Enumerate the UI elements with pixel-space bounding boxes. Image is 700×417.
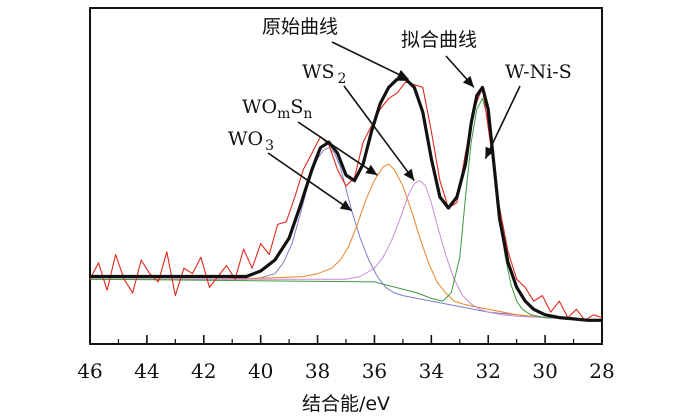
label-fitted-curve: 拟合曲线	[401, 29, 477, 51]
x-tick-label: 44	[134, 359, 159, 383]
x-tick-label: 40	[248, 359, 273, 383]
label-raw-curve: 原始曲线	[262, 16, 338, 38]
label-wo3: WO 3	[228, 128, 274, 154]
arrow-womsn-head	[365, 164, 378, 176]
x-axis-ticks	[89, 335, 603, 344]
label-wo3-main: WO	[228, 128, 263, 150]
arrow-w-ni-s	[484, 85, 521, 159]
label-womsn-wo: WO	[242, 96, 277, 118]
arrow-raw-curve-head	[396, 69, 409, 80]
arrow-raw-curve	[331, 41, 409, 80]
label-wo3-sub: 3	[265, 138, 274, 154]
arrow-wo3	[267, 152, 353, 212]
arrow-w-ni-s-head	[485, 146, 495, 159]
arrow-fitted-curve-head	[462, 75, 474, 88]
label-ws2-sub: 2	[338, 71, 347, 87]
series-line-ws2	[90, 180, 603, 321]
series-line-raw	[89, 81, 603, 321]
x-axis-title: 结合能/eV	[302, 393, 390, 415]
x-tick-label: 28	[589, 359, 614, 383]
arrow-wo3-head	[339, 200, 352, 211]
x-tick-label: 34	[419, 359, 444, 383]
x-axis-tick-labels: 46 44 42 40 38 36 34 32 30 28	[77, 359, 614, 383]
label-womsn: WOmSn	[242, 96, 312, 122]
arrow-ws2	[343, 85, 415, 182]
series-line-fitted	[90, 77, 602, 322]
series-group	[89, 77, 603, 322]
label-womsn-n: n	[303, 106, 312, 122]
arrow-womsn	[297, 121, 378, 176]
x-tick-label: 32	[475, 359, 500, 383]
x-tick-label: 42	[191, 359, 216, 383]
label-womsn-s: S	[290, 96, 303, 118]
x-tick-label: 36	[362, 359, 387, 383]
x-tick-label: 30	[532, 359, 557, 383]
series-line-wo3	[90, 147, 603, 321]
label-ws2: WS 2	[302, 61, 346, 87]
x-tick-label: 38	[305, 359, 330, 383]
x-tick-label: 46	[77, 359, 102, 383]
label-ws2-main: WS	[302, 61, 335, 83]
annotation-arrows	[267, 41, 521, 212]
label-womsn-m: m	[277, 106, 290, 122]
arrow-ws2-head	[403, 168, 415, 181]
series-line-womsn	[90, 163, 603, 321]
label-w-ni-s: W-Ni-S	[505, 61, 572, 83]
